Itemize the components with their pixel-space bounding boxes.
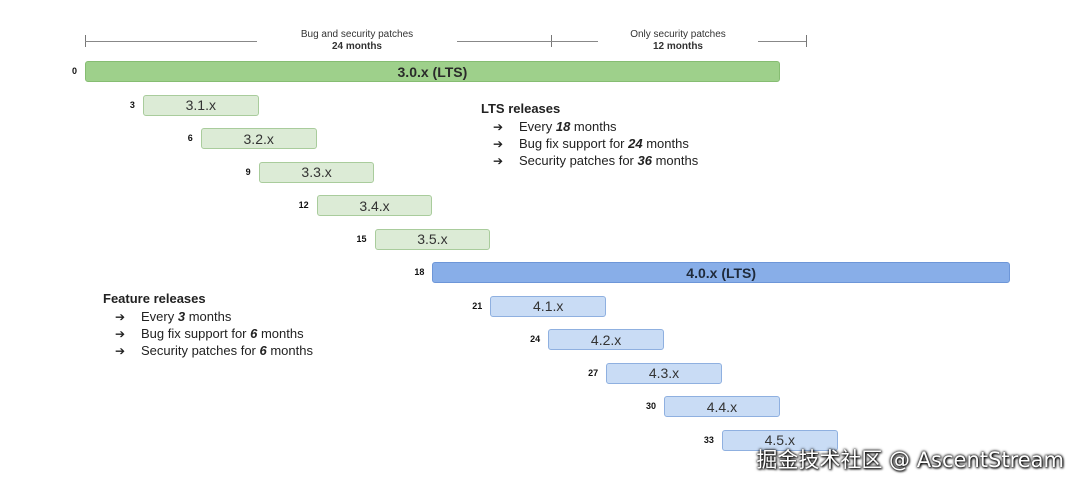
month-tick-label: 24 [530,334,541,344]
lts-release-bar: 3.0.x (LTS) [85,61,780,82]
span-end-cap [806,35,807,47]
lts-legend-title: LTS releases [481,101,561,116]
feature-legend-text: Bug fix support for 6 months [141,326,304,341]
feature-legend-text: Every 3 months [141,309,232,324]
month-tick-label: 21 [472,300,483,311]
lts-legend-item: ➔ Every 18 months [481,118,698,135]
month-tick-label: 15 [356,233,367,244]
month-tick-label: 12 [298,200,309,210]
arrow-right-icon: ➔ [493,153,504,168]
arrow-right-icon: ➔ [115,343,126,358]
month-tick-label: 33 [703,434,714,445]
month-tick-label: 6 [187,133,193,143]
feature-legend-item: ➔ Security patches for 6 months [103,342,313,359]
arrow-right-icon: ➔ [493,119,504,134]
feature-release-bar: 3.2.x [200,128,317,149]
lts-legend-text: Bug fix support for 24 months [519,136,689,151]
arrow-right-icon: ➔ [493,136,504,151]
span-bug-security-duration: 24 months [331,41,382,52]
month-tick-label: 18 [414,267,425,277]
feature-legend: Feature releases ➔ Every 3 months ➔ Bug … [103,291,313,359]
span-security-only-duration: 12 months [652,41,703,52]
month-tick-label: 30 [645,401,656,411]
lts-legend-text: Security patches for 36 months [519,153,699,168]
lts-release-bar: 4.0.x (LTS) [432,262,1010,283]
feature-legend-title: Feature releases [103,291,206,306]
month-tick-label: 0 [71,66,77,76]
feature-release-bar: 3.4.x [316,195,433,216]
span-security-only-label: Only security patches 12 months [598,29,758,53]
feature-legend-text: Security patches for 6 months [141,343,313,358]
month-tick-label: 3 [129,99,135,110]
feature-legend-item: ➔ Every 3 months [103,308,313,325]
span-bug-security-label: Bug and security patches 24 months [257,29,457,53]
feature-release-bar: 3.3.x [258,161,375,183]
feature-legend-item: ➔ Bug fix support for 6 months [103,325,313,342]
lts-legend-text: Every 18 months [519,119,617,134]
feature-release-bar: 4.2.x [548,329,664,350]
feature-release-bar: 3.1.x [142,94,259,116]
feature-release-bar: 4.5.x [721,429,838,451]
arrow-right-icon: ➔ [115,326,126,341]
feature-release-bar: 4.3.x [606,362,722,384]
span-bug-security-text: Bug and security patches [300,29,414,40]
lts-legend-item: ➔ Bug fix support for 24 months [481,135,698,152]
feature-release-bar: 3.5.x [374,228,491,250]
feature-release-bar: 4.1.x [490,295,607,317]
arrow-right-icon: ➔ [115,309,126,324]
month-tick-label: 27 [588,367,599,378]
lts-legend-item: ➔ Security patches for 36 months [481,152,698,169]
span-security-only-text: Only security patches [630,29,726,40]
lts-legend: LTS releases ➔ Every 18 months ➔ Bug fix… [481,101,698,169]
feature-release-bar: 4.4.x [664,396,780,417]
watermark: 掘金技术社区 @ AscentStream [756,448,1064,472]
month-tick-label: 9 [245,166,251,177]
